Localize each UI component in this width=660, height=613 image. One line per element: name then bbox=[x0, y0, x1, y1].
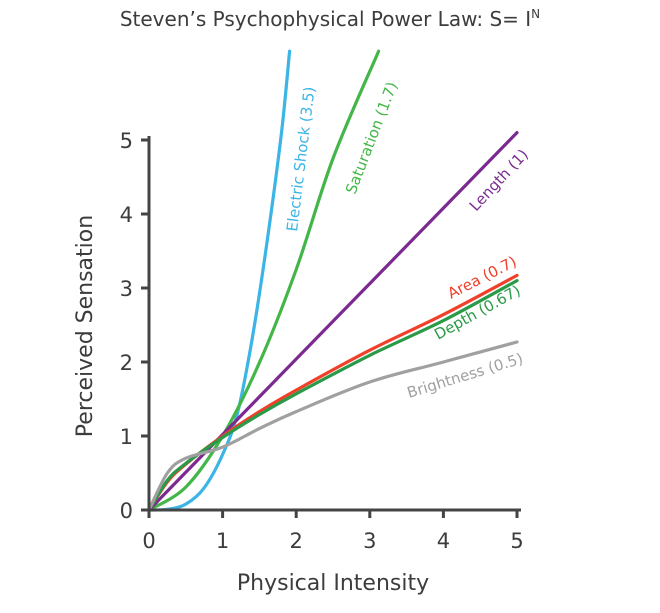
chart-title: Steven’s Psychophysical Power Law: S= IN bbox=[120, 7, 540, 31]
series-layer bbox=[147, 49, 519, 512]
series-label-saturation: Saturation (1.7) bbox=[342, 79, 401, 196]
series-line-length bbox=[147, 131, 519, 512]
x-tick-label: 4 bbox=[437, 529, 450, 553]
y-axis-label: Perceived Sensation bbox=[73, 215, 98, 437]
axes: 0 1 2 3 4 5 0 1 2 3 4 5 bbox=[120, 129, 524, 553]
y-tick-label: 3 bbox=[120, 277, 133, 301]
x-axis-label: Physical Intensity bbox=[237, 571, 429, 596]
x-tick-label: 2 bbox=[290, 529, 303, 553]
y-tick-label: 2 bbox=[120, 351, 133, 375]
x-tick-label: 3 bbox=[363, 529, 376, 553]
series-line-brightness bbox=[147, 340, 519, 512]
y-tick-label: 5 bbox=[120, 129, 133, 153]
series-line-depth bbox=[147, 279, 519, 512]
x-tick-label: 0 bbox=[142, 529, 155, 553]
series-label-electric-shock: Electric Shock (3.5) bbox=[283, 86, 319, 233]
chart-title-text: Steven’s Psychophysical Power Law: S= I bbox=[120, 7, 531, 31]
y-tick-label: 4 bbox=[120, 203, 133, 227]
x-tick-label: 5 bbox=[510, 529, 523, 553]
x-tick-label: 1 bbox=[216, 529, 229, 553]
chart-title-superscript: N bbox=[531, 7, 540, 21]
y-tick-label: 1 bbox=[120, 425, 133, 449]
y-tick-label: 0 bbox=[120, 499, 133, 523]
series-line-saturation bbox=[147, 49, 381, 512]
series-line-electric-shock bbox=[147, 49, 292, 512]
series-label-length: Length (1) bbox=[466, 146, 532, 215]
